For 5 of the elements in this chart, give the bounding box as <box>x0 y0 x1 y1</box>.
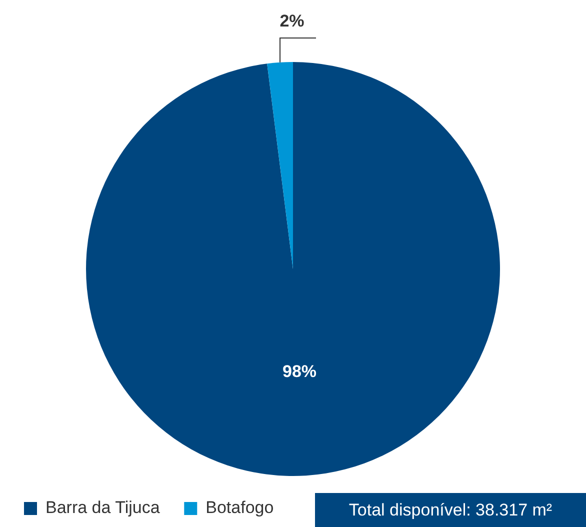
legend-label: Barra da Tijuca <box>46 498 160 518</box>
data-label: 98% <box>282 362 317 381</box>
legend-label: Botafogo <box>206 498 274 518</box>
data-label: 2% <box>280 12 304 31</box>
text: Total disponível: 38.317 m² <box>348 500 552 520</box>
